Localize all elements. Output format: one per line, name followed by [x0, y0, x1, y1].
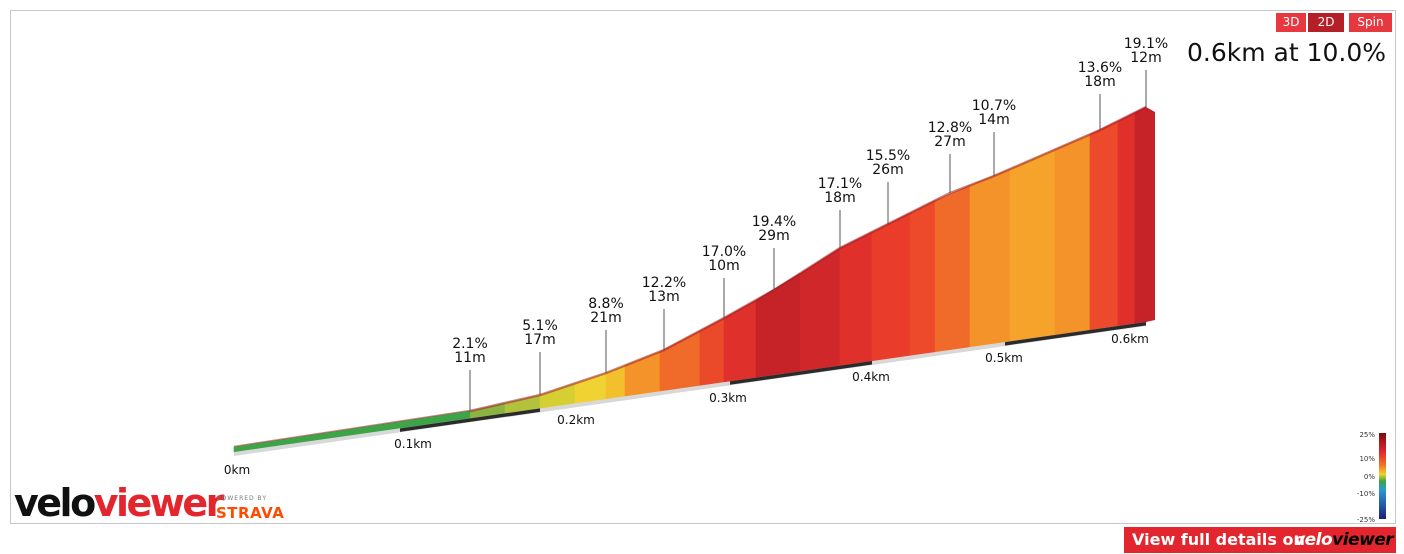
- distance-marker-label: 0.2km: [557, 413, 595, 427]
- profile-band: [969, 168, 1011, 348]
- segment-length-label: 29m: [758, 228, 789, 244]
- profile-band: [909, 200, 936, 356]
- logo-viewer-text: viewer: [93, 481, 225, 525]
- segment-length-label: 14m: [978, 112, 1009, 128]
- profile-band: [871, 212, 911, 362]
- segment-length-label: 21m: [590, 310, 621, 326]
- profile-band: [839, 231, 873, 366]
- strava-logo[interactable]: STRAVA: [216, 504, 285, 522]
- segment-grade-label: 12.8%: [928, 120, 972, 136]
- profile-frame: [10, 10, 1396, 524]
- distance-labels: 0km 0.1km 0.2km 0.3km 0.4km 0.5km 0.6km: [224, 332, 1149, 477]
- view-2d-button[interactable]: 2D: [1308, 13, 1344, 32]
- profile-band: [659, 330, 701, 392]
- segment-length-label: 27m: [934, 134, 965, 150]
- profile-end-face: [1146, 107, 1155, 322]
- profile-band: [1134, 106, 1147, 324]
- distance-marker-label: 0.1km: [394, 437, 432, 451]
- segment-length-label: 10m: [708, 258, 739, 274]
- segment-length-label: 17m: [524, 332, 555, 348]
- profile-band: [1054, 133, 1091, 336]
- profile-bands: [233, 106, 1155, 453]
- segment-grade-label: 13.6%: [1078, 60, 1122, 76]
- segment-grade-label: 10.7%: [972, 98, 1016, 114]
- ground-km-block: [730, 361, 872, 385]
- distance-marker-label: 0.6km: [1111, 332, 1149, 346]
- gradient-legend-label: -10%: [1357, 490, 1375, 498]
- ground-km-block: [470, 408, 540, 422]
- segment-grade-label: 12.2%: [642, 275, 686, 291]
- segment-grade-label: 15.5%: [866, 148, 910, 164]
- profile-band: [934, 184, 971, 353]
- gradient-legend: 25% 10% 0% -10% -25%: [1357, 431, 1386, 524]
- gradient-legend-label: 25%: [1359, 431, 1375, 439]
- segment-grade-label: 19.1%: [1124, 36, 1168, 52]
- segment-grade-label: 2.1%: [452, 336, 488, 352]
- segment-labels: 2.1%11m 5.1%17m 8.8%21m 12.2%13m 17.0%10m 19.…: [452, 36, 1168, 411]
- gradient-legend-label: 0%: [1364, 473, 1375, 481]
- segment-grade-label: 19.4%: [752, 214, 796, 230]
- climb-summary: 0.6km at 10.0%: [1186, 38, 1386, 67]
- profile-band: [1089, 120, 1119, 331]
- veloviewer-logo[interactable]: veloviewer: [14, 481, 225, 525]
- segment-length-label: 26m: [872, 162, 903, 178]
- segment-length-label: 13m: [648, 289, 679, 305]
- profile-band: [1009, 149, 1056, 342]
- distance-marker-label: 0.3km: [709, 391, 747, 405]
- segment-grade-label: 17.1%: [818, 176, 862, 192]
- segment-length-label: 12m: [1130, 50, 1161, 66]
- gradient-legend-label: -25%: [1357, 516, 1375, 524]
- logo-velo-text: velo: [14, 481, 96, 525]
- view-full-details-button[interactable]: View full details on veloviewer: [1124, 527, 1396, 553]
- powered-by-label: POWERED BY: [217, 495, 268, 502]
- segment-grade-label: 8.8%: [588, 296, 624, 312]
- profile-band: [1117, 112, 1136, 327]
- view-full-details-label: View full details on: [1132, 530, 1305, 549]
- gradient-legend-bar: [1379, 433, 1386, 519]
- gradient-legend-label: 10%: [1359, 455, 1375, 463]
- view-3d-button[interactable]: 3D: [1276, 13, 1306, 32]
- segment-length-label: 11m: [454, 350, 485, 366]
- profile-band: [755, 272, 801, 378]
- ground-km-block: [1005, 322, 1146, 346]
- spin-button[interactable]: Spin: [1349, 13, 1392, 32]
- distance-marker-label: 0.4km: [852, 370, 890, 384]
- segment-length-label: 18m: [824, 190, 855, 206]
- profile-band: [723, 299, 757, 383]
- segment-grade-label: 17.0%: [702, 244, 746, 260]
- segment-length-label: 18m: [1084, 74, 1115, 90]
- distance-marker-label: 0.5km: [985, 351, 1023, 365]
- distance-marker-label: 0km: [224, 463, 250, 477]
- profile-start-strip: [234, 411, 470, 452]
- veloviewer-small-logo: veloviewer: [1294, 530, 1394, 550]
- profile-band: [799, 247, 841, 372]
- segment-grade-label: 5.1%: [522, 318, 558, 334]
- ground-km-block: [400, 418, 470, 432]
